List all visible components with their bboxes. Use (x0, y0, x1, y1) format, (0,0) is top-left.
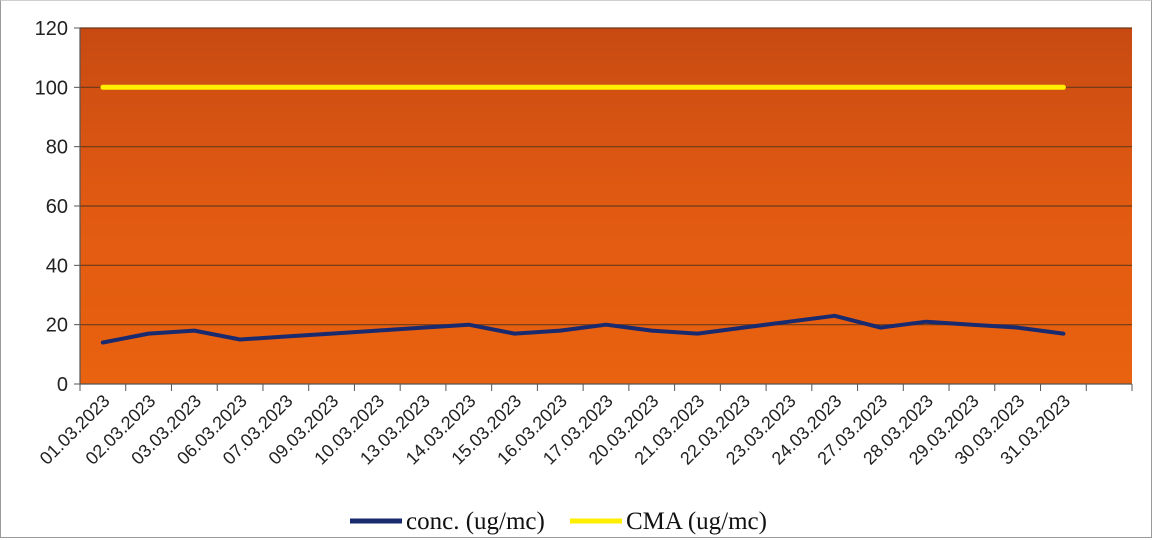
x-axis-ticks: 01.03.202302.03.202303.03.202306.03.2023… (36, 384, 1133, 469)
y-tick-label: 20 (46, 315, 68, 337)
y-tick-label: 60 (46, 196, 68, 218)
series-line-conc (100, 313, 1066, 345)
series (100, 84, 1066, 345)
legend: conc. (ug/mc) CMA (ug/mc) (350, 508, 767, 535)
y-tick-label: 80 (46, 137, 68, 159)
y-axis-ticks: 0 20 40 60 80 100 120 (35, 18, 80, 396)
y-tick-label: 0 (57, 374, 68, 396)
y-tick-label: 120 (35, 18, 68, 40)
legend-item-conc: conc. (ug/mc) (406, 508, 545, 535)
y-tick-label: 100 (35, 77, 68, 99)
y-tick-label: 40 (46, 255, 68, 277)
legend-item-cma: CMA (ug/mc) (626, 508, 767, 535)
